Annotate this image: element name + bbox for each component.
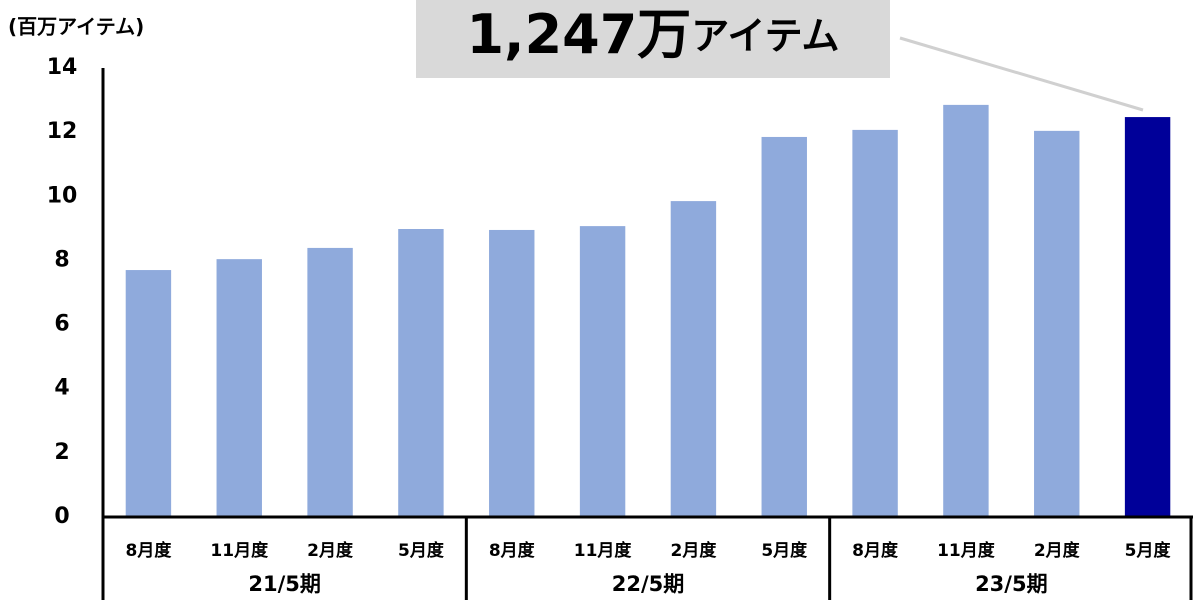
x-tick-label: 2月度 (670, 540, 717, 561)
y-tick-label: 10 (47, 183, 78, 208)
bar (670, 201, 717, 517)
y-tick-label: 14 (47, 55, 78, 80)
bar (489, 229, 535, 518)
bar (216, 259, 262, 517)
bar (307, 247, 353, 517)
bar (579, 226, 626, 518)
y-tick-label: 8 (54, 247, 69, 272)
x-tick-label: 11月度 (210, 540, 269, 561)
annotation-box (416, 0, 890, 78)
x-tick-label: 8月度 (489, 540, 536, 561)
x-tick-label: 5月度 (761, 540, 808, 561)
x-tick-label: 2月度 (307, 540, 354, 561)
y-tick-label: 2 (54, 440, 69, 465)
annotation-leader (899, 36, 1144, 112)
group-label: 21/5期 (248, 572, 321, 596)
bar (1034, 130, 1080, 518)
group-label: 23/5期 (975, 572, 1048, 596)
annotation-number: 1,247万 (466, 3, 691, 66)
x-tick-label: 2月度 (1034, 540, 1081, 561)
bar (761, 136, 807, 518)
bar (852, 129, 898, 517)
bar (943, 104, 989, 517)
y-axis-label: (百万アイテム) (8, 15, 144, 39)
y-tick-label: 6 (54, 312, 69, 337)
x-tick-label: 8月度 (852, 540, 899, 561)
x-tick-label: 11月度 (574, 540, 633, 561)
bar (1124, 117, 1171, 518)
x-tick-label: 5月度 (1125, 540, 1172, 561)
annotation: 1,247万アイテム (466, 3, 839, 66)
x-tick-label: 8月度 (125, 540, 172, 561)
x-tick-label: 5月度 (398, 540, 445, 561)
annotation-unit: アイテム (691, 14, 839, 58)
bar (125, 270, 172, 517)
y-tick-label: 0 (54, 504, 69, 529)
bar (398, 228, 444, 517)
group-label: 22/5期 (612, 572, 685, 596)
y-tick-label: 4 (54, 376, 69, 401)
y-tick-label: 12 (47, 119, 78, 144)
x-tick-label: 11月度 (937, 540, 996, 561)
